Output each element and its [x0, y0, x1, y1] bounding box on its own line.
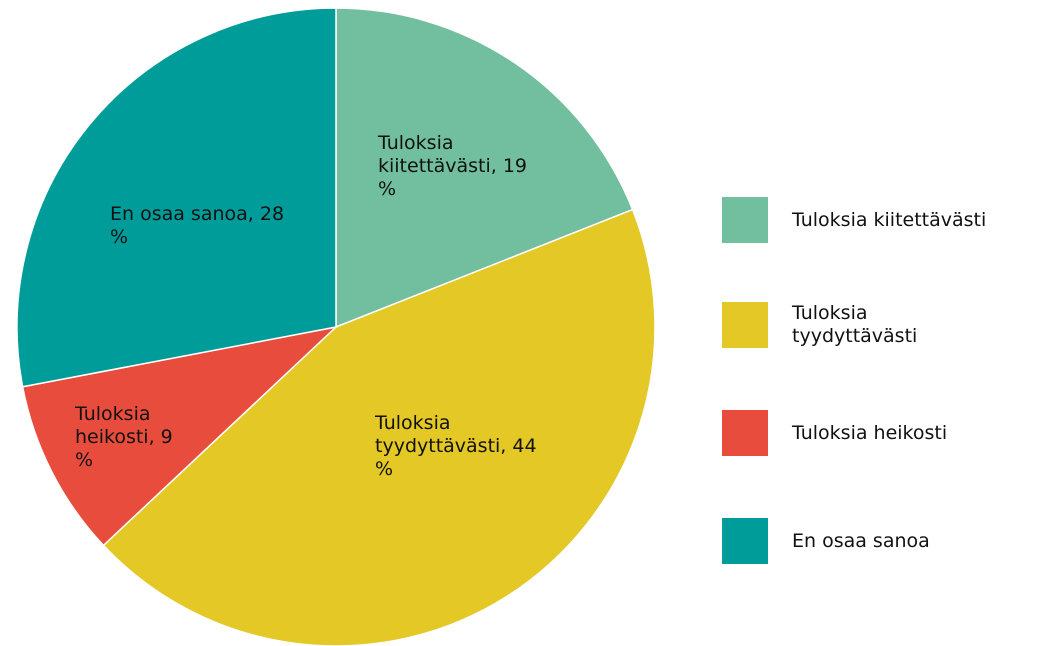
slice [21, 325, 339, 547]
legend-swatch [722, 410, 768, 456]
legend-label: En osaa sanoa [792, 529, 930, 552]
legend-label: Tuloksia kiitettävästi [792, 208, 987, 231]
slice-label: Tuloksia heikosti, 9 % [75, 403, 173, 471]
slice [16, 7, 337, 388]
legend-swatch [722, 518, 768, 564]
slice-label: En osaa sanoa, 28 % [110, 203, 285, 248]
legend-label: Tuloksia tyydyttävästi [792, 302, 918, 347]
slice [102, 208, 656, 646]
slice-label: Tuloksia kiitettävästi, 19 % [378, 132, 528, 200]
slice [335, 7, 634, 329]
legend-swatch [722, 197, 768, 243]
slice-label: Tuloksia tyydyttävästi, 44 % [375, 412, 537, 480]
legend-swatch [722, 302, 768, 348]
legend-label: Tuloksia heikosti [792, 421, 948, 444]
